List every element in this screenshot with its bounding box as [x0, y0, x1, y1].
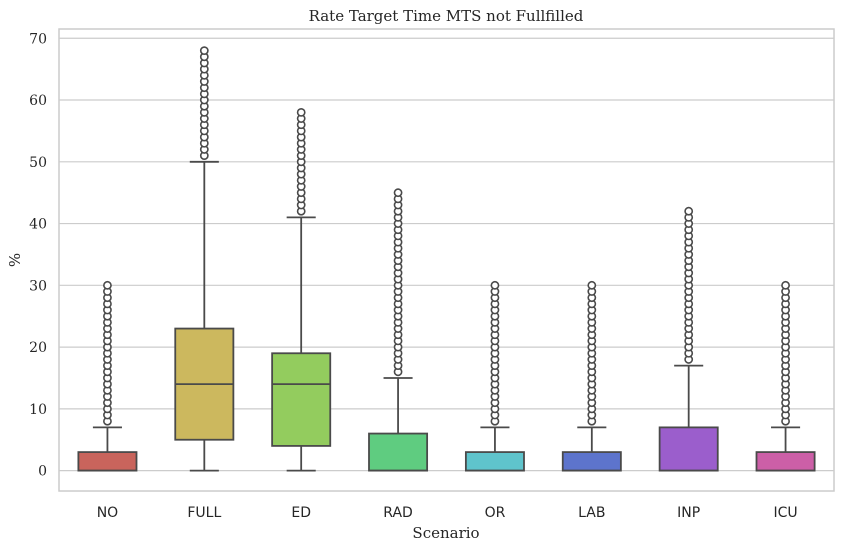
- y-tick-label: 0: [38, 464, 47, 480]
- box-inp: [658, 206, 719, 472]
- box-ed: [271, 107, 332, 472]
- y-tick-label: 70: [29, 31, 47, 47]
- y-tick-label: 50: [29, 155, 47, 171]
- x-tick-label: INP: [677, 505, 700, 521]
- x-tick-label: NO: [97, 505, 119, 521]
- y-tick-label: 10: [29, 402, 47, 418]
- outlier-point: [684, 206, 694, 216]
- x-tick-label: FULL: [187, 505, 221, 521]
- outlier-point: [781, 280, 790, 290]
- outlier-point: [393, 188, 403, 198]
- x-axis-ticks: NO FULL ED RAD OR LAB INP ICU: [97, 505, 798, 521]
- x-tick-label: OR: [485, 505, 506, 521]
- x-tick-label: LAB: [578, 505, 605, 521]
- box-icu: [755, 280, 816, 472]
- x-tick-label: RAD: [383, 505, 413, 521]
- outlier-point: [103, 280, 112, 290]
- x-tick-label: ICU: [773, 505, 797, 521]
- x-axis-label: Scenario: [412, 524, 479, 542]
- box-iqr: [755, 451, 816, 472]
- box-iqr: [368, 432, 429, 472]
- box-iqr: [77, 451, 138, 472]
- outlier-point: [490, 280, 500, 290]
- box-or: [464, 280, 525, 472]
- box-iqr: [464, 451, 525, 472]
- y-tick-label: 40: [29, 217, 47, 233]
- y-tick-label: 60: [29, 93, 47, 109]
- y-tick-label: 30: [29, 278, 47, 294]
- outlier-point: [296, 107, 306, 117]
- box-rad: [368, 188, 429, 472]
- y-axis-ticks: 0 10 20 30 40 50 60 70: [29, 31, 47, 479]
- outlier-point: [199, 46, 209, 56]
- plot-frame: [58, 28, 835, 492]
- boxes: [77, 46, 816, 472]
- box-iqr: [658, 426, 719, 472]
- box-iqr: [271, 352, 332, 447]
- x-tick-label: ED: [291, 505, 311, 521]
- y-axis-label: %: [6, 253, 24, 267]
- y-tick-label: 20: [29, 340, 47, 356]
- outlier-point: [587, 280, 597, 290]
- box-no: [77, 280, 138, 472]
- box-full: [174, 46, 235, 472]
- box-iqr: [561, 451, 622, 472]
- box-lab: [561, 280, 622, 472]
- chart-title: Rate Target Time MTS not Fullfilled: [309, 7, 584, 25]
